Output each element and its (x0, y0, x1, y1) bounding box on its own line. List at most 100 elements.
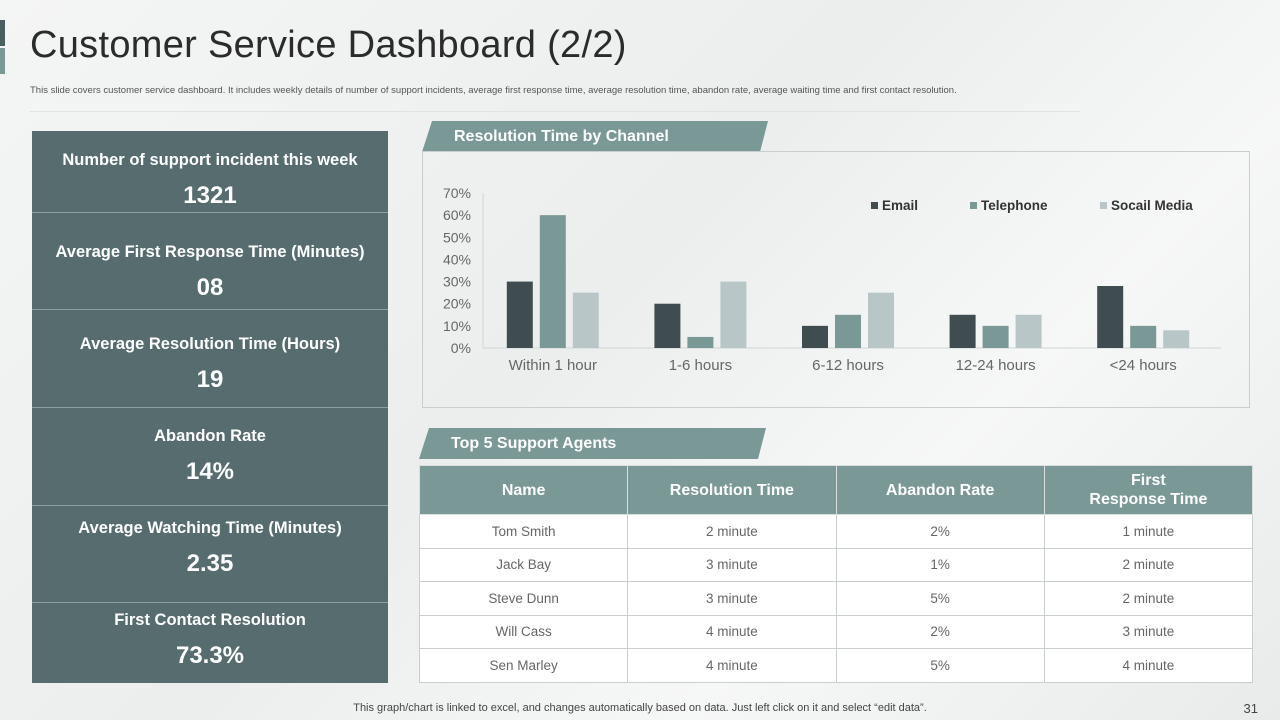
bar-socail-media (1163, 330, 1190, 348)
table-row: Jack Bay 3 minute 1% 2 minute (418, 547, 1254, 582)
bar-telephone (687, 336, 714, 348)
table-cell: 4 minute (627, 614, 837, 649)
table-cell: 1 minute (1043, 514, 1254, 549)
footer-note: This graph/chart is linked to excel, and… (353, 702, 927, 714)
table-cell: Steve Dunn (418, 581, 629, 616)
kpi-value: 73.3% (175, 642, 245, 669)
bar-socail-media (720, 281, 747, 348)
table-cell: 3 minute (1043, 614, 1254, 649)
kpi-label: Abandon Rate (154, 427, 266, 445)
column-header-first-response-time: First Response Time (1043, 465, 1254, 515)
bar-email (949, 314, 976, 348)
table-cell: Tom Smith (418, 514, 629, 549)
column-header-resolution-time: Resolution Time (627, 465, 837, 515)
table-row: Steve Dunn 3 minute 5% 2 minute (418, 581, 1254, 616)
kpi-resolution-time: Average Resolution Time (Hours) 19 (32, 335, 388, 394)
kpi-support-incidents: Number of support incident this week 132… (32, 151, 388, 210)
table-cell: 2 minute (1043, 547, 1254, 582)
bar-socail-media (572, 292, 599, 348)
legend-swatch (1100, 202, 1107, 209)
table-cell: 4 minute (1043, 648, 1254, 683)
table-row: Sen Marley 4 minute 5% 4 minute (418, 648, 1254, 683)
resolution-time-chart[interactable]: 0% 10% 20% 30% 40% 50% 60% 70% Within 1 hour 1-6 … (422, 151, 1250, 408)
table-row: Will Cass 4 minute 2% 3 minute (418, 614, 1254, 649)
chart-canvas: 0% 10% 20% 30% 40% 50% 60% 70% Within 1 hour 1-6 … (443, 185, 1221, 374)
table-header-row: Name Resolution Time Abandon Rate First … (418, 465, 1254, 515)
column-header-abandon-rate: Abandon Rate (835, 465, 1045, 515)
y-tick-label: 60% (443, 207, 471, 223)
y-tick-label: 20% (443, 296, 471, 312)
table-cell: 2% (835, 514, 1045, 549)
y-tick-label: 10% (443, 318, 471, 334)
kpi-first-contact-resolution: First Contact Resolution 73.3% (32, 611, 388, 670)
x-tick-label: Within 1 hour (509, 357, 597, 374)
bar-email (654, 303, 681, 348)
kpi-value: 14% (185, 458, 235, 485)
kpi-value: 08 (196, 274, 224, 301)
table-cell: 2 minute (1043, 581, 1254, 616)
legend-label: Socail Media (1111, 198, 1193, 213)
kpi-label: Number of support incident this week (62, 151, 358, 169)
title-accent-bar (0, 20, 5, 46)
bar-email (506, 281, 533, 348)
kpi-divider (32, 602, 388, 603)
kpi-abandon-rate: Abandon Rate 14% (32, 427, 388, 486)
legend-label: Telephone (981, 198, 1048, 213)
table-cell: Sen Marley (418, 648, 629, 683)
header-divider (30, 111, 1080, 112)
bar-email (1097, 286, 1124, 348)
agents-table[interactable]: Name Resolution Time Abandon Rate First … (418, 465, 1254, 683)
y-tick-label: 40% (443, 251, 471, 267)
table-cell: Will Cass (418, 614, 629, 649)
bar-telephone (982, 325, 1009, 348)
kpi-first-response-time: Average First Response Time (Minutes) 08 (32, 243, 388, 302)
page-title: Customer Service Dashboard (2/2) (30, 24, 627, 66)
table-cell: 4 minute (627, 648, 837, 683)
bar-socail-media (868, 292, 894, 348)
kpi-label: First Contact Resolution (114, 611, 306, 629)
page-number: 31 (1243, 701, 1258, 716)
table-cell: 3 minute (627, 547, 837, 582)
kpi-label: Average Resolution Time (Hours) (79, 335, 341, 353)
bar-telephone (539, 215, 566, 348)
kpi-label: Average First Response Time (Minutes) (55, 243, 365, 261)
table-cell: 2 minute (627, 514, 837, 549)
y-tick-label: 0% (451, 340, 471, 356)
table-cell: 5% (835, 648, 1045, 683)
y-tick-label: 30% (443, 274, 471, 290)
table-row: Tom Smith 2 minute 2% 1 minute (418, 514, 1254, 549)
kpi-divider (32, 407, 388, 408)
legend-label: Email (882, 198, 918, 213)
kpi-panel: Number of support incident this week 132… (32, 131, 388, 683)
kpi-value: 1321 (183, 182, 237, 209)
legend-swatch (871, 202, 878, 209)
kpi-label: Average Watching Time (Minutes) (78, 519, 342, 537)
x-tick-label: 12-24 hours (956, 357, 1036, 374)
table-cell: Jack Bay (418, 547, 629, 582)
column-header-name: Name (418, 465, 629, 515)
x-tick-label: 1-6 hours (669, 357, 732, 374)
x-tick-label: <24 hours (1110, 357, 1177, 374)
table-cell: 1% (835, 547, 1045, 582)
y-tick-label: 50% (443, 229, 471, 245)
legend-swatch (970, 202, 977, 209)
kpi-divider (32, 505, 388, 506)
kpi-divider (32, 309, 388, 310)
bar-telephone (835, 314, 861, 348)
kpi-value: 2.35 (186, 550, 234, 577)
bar-socail-media (1015, 314, 1042, 348)
y-tick-label: 70% (443, 185, 471, 201)
kpi-watching-time: Average Watching Time (Minutes) 2.35 (32, 519, 388, 578)
bar-email (802, 325, 828, 348)
kpi-divider (32, 212, 388, 213)
chart-section-header: Resolution Time by Channel (422, 121, 768, 152)
table-cell: 2% (835, 614, 1045, 649)
x-tick-label: 6-12 hours (812, 357, 884, 374)
bar-telephone (1130, 325, 1157, 348)
page-subtitle: This slide covers customer service dashb… (30, 85, 957, 96)
table-cell: 5% (835, 581, 1045, 616)
kpi-value: 19 (196, 366, 224, 393)
table-cell: 3 minute (627, 581, 837, 616)
title-accent-bar (0, 48, 5, 74)
agents-section-header: Top 5 Support Agents (419, 428, 766, 459)
